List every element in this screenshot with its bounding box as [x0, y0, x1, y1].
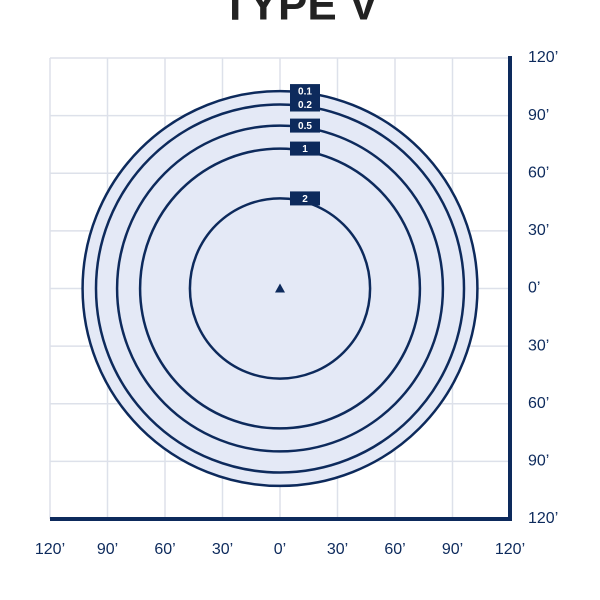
- contour-label: 0.1: [298, 87, 312, 98]
- contour-label: 1: [302, 144, 308, 155]
- chart-title: TYPE V: [222, 0, 379, 30]
- y-tick-label: 90’: [528, 107, 549, 124]
- x-tick-label: 0’: [274, 541, 286, 558]
- x-tick-label: 60’: [384, 541, 405, 558]
- y-tick-label: 120’: [528, 510, 558, 527]
- contour-label-box: [290, 84, 320, 99]
- x-tick-label: 30’: [212, 541, 233, 558]
- center-marker: [275, 283, 285, 293]
- y-tick-label: 0’: [528, 280, 540, 297]
- contour-label: 2: [302, 194, 308, 205]
- y-tick-label: 60’: [528, 164, 549, 181]
- y-tick-label: 120’: [528, 49, 558, 66]
- contour: [138, 147, 422, 430]
- x-tick-label: 30’: [327, 541, 348, 558]
- contour-label-box: [290, 141, 320, 156]
- contour-label: 0.5: [298, 121, 312, 132]
- contour: [188, 197, 372, 380]
- y-tick-label: 60’: [528, 395, 549, 412]
- x-tick-label: 90’: [97, 541, 118, 558]
- y-tick-label: 30’: [528, 222, 549, 239]
- x-tick-label: 60’: [154, 541, 175, 558]
- contour: [115, 124, 445, 453]
- contour-label-box: [290, 191, 320, 206]
- y-tick-label: 30’: [528, 337, 549, 354]
- contour-label: 0.2: [298, 100, 312, 111]
- contour: [94, 103, 466, 474]
- x-tick-label: 90’: [442, 541, 463, 558]
- x-tick-label: 120’: [35, 541, 65, 558]
- x-tick-label: 120’: [495, 541, 525, 558]
- y-tick-label: 90’: [528, 453, 549, 470]
- contour-label-box: [290, 97, 320, 112]
- contour-label-box: [290, 118, 320, 133]
